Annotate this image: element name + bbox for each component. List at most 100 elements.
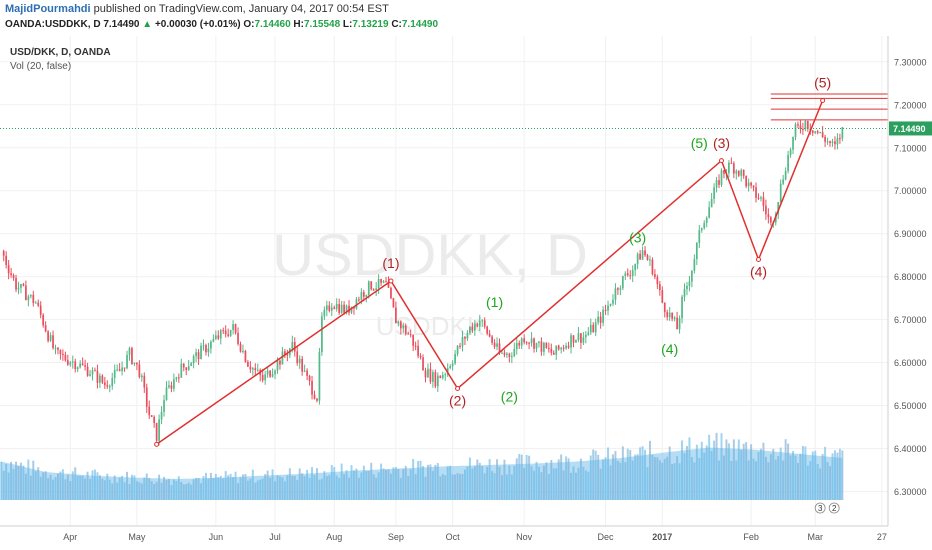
volume-bar xyxy=(377,472,380,500)
time-tick-label: Jun xyxy=(209,532,224,542)
candle-body xyxy=(414,345,417,347)
candle-body xyxy=(493,342,496,347)
candle-body xyxy=(308,375,311,382)
high-value: 7.15548 xyxy=(303,19,341,30)
volume-bar xyxy=(518,453,521,500)
volume-bar xyxy=(227,475,230,500)
candle-body xyxy=(64,354,67,361)
series-legend[interactable]: USD/DKK, D, OANDA xyxy=(10,47,111,58)
candle-body xyxy=(464,337,466,339)
change-value: +0.00030 (+0.01%) xyxy=(154,19,241,30)
volume-bar xyxy=(594,450,597,500)
volume-bar xyxy=(505,474,508,500)
volume-bar xyxy=(621,446,624,500)
candle-body xyxy=(720,170,723,185)
time-axis[interactable]: Apr May Jun Jul Aug Sep Oct Nov Dec 2017 Feb Mar 27 3… xyxy=(0,502,932,550)
volume-bar xyxy=(461,473,464,500)
candle-body xyxy=(488,333,491,337)
volume-bar xyxy=(123,482,126,500)
volume-bar xyxy=(552,468,555,500)
volume-bar xyxy=(792,451,795,500)
candle-body xyxy=(533,338,535,349)
candle-body xyxy=(25,285,27,301)
volume-bar xyxy=(574,472,577,500)
candle-body xyxy=(589,324,592,333)
volume-bar xyxy=(441,474,444,500)
candle-body xyxy=(834,141,836,145)
candle-body xyxy=(700,228,703,231)
candle-body xyxy=(498,343,501,353)
volume-bar xyxy=(616,461,619,500)
price-chart[interactable]: USDDKK, D USDDKK (1) (2) (3) (4) (5) (1) (2) (3… xyxy=(0,36,932,550)
volume-bar xyxy=(276,475,279,500)
volume-bar xyxy=(269,477,272,500)
volume-bar xyxy=(735,460,738,500)
close-label: C: xyxy=(391,19,402,30)
candle-body xyxy=(572,335,575,343)
volume-bar xyxy=(286,475,289,500)
candle-body xyxy=(313,394,316,399)
candle-body xyxy=(372,289,375,291)
candle-body xyxy=(303,370,306,372)
candle-body xyxy=(200,345,202,360)
volume-bar xyxy=(567,458,570,500)
candle-body xyxy=(293,341,296,352)
candle-body xyxy=(333,307,336,309)
candle-body xyxy=(469,326,471,333)
candle-body xyxy=(525,342,528,344)
volume-bar xyxy=(498,466,501,500)
volume-bar xyxy=(22,465,25,500)
volume-bar xyxy=(153,483,156,500)
volume-bar xyxy=(98,475,101,500)
candle-body xyxy=(582,337,585,343)
volume-bar xyxy=(619,462,622,500)
volume-bar xyxy=(611,454,614,500)
candle-body xyxy=(66,360,69,365)
candle-body xyxy=(678,318,681,330)
resistance-lines[interactable] xyxy=(770,93,897,121)
wave-count-label: (3) xyxy=(713,135,730,151)
candle-body xyxy=(831,141,834,144)
volume-bar xyxy=(207,478,210,500)
candle-body xyxy=(456,345,459,355)
volume-bar xyxy=(397,468,400,500)
volume-bar xyxy=(222,478,225,500)
volume-bar xyxy=(89,478,92,500)
candle-body xyxy=(592,324,595,333)
volume-bar xyxy=(49,474,52,500)
volume-bar xyxy=(555,468,558,500)
volume-bar xyxy=(646,467,649,500)
elliott-waves[interactable] xyxy=(154,97,826,447)
volume-bar xyxy=(357,477,360,500)
time-tick-label: 2017 xyxy=(652,532,672,542)
candle-body xyxy=(116,369,119,371)
candle-body xyxy=(286,354,289,356)
volume-bar xyxy=(387,469,390,500)
candle-body xyxy=(136,362,138,365)
volume-bar xyxy=(256,480,259,500)
watermark-symbol: USDDKK, D xyxy=(272,223,588,288)
volume-bar xyxy=(426,464,429,500)
volume-bar xyxy=(56,473,59,500)
candle-body xyxy=(284,351,286,355)
low-value: 7.13219 xyxy=(352,19,389,30)
candle-body xyxy=(126,354,128,369)
price-axis[interactable]: 7.30000 7.20000 7.10000 7.00000 6.90000 6.800… xyxy=(0,36,932,526)
low-label: L: xyxy=(342,19,353,30)
price-tick-label: 7.20000 xyxy=(894,100,927,110)
candle-body xyxy=(599,316,602,323)
volume-bar xyxy=(160,482,163,500)
volume-bar xyxy=(126,471,129,500)
candle-body xyxy=(730,162,733,164)
candle-body xyxy=(580,333,582,343)
volume-legend[interactable]: Vol (20, false) xyxy=(10,61,72,72)
author-link[interactable]: MajidPourmahdi xyxy=(5,3,91,15)
volume-bar xyxy=(713,440,716,500)
volume-bar xyxy=(320,478,323,500)
candle-body xyxy=(594,322,597,333)
candle-body xyxy=(316,398,318,401)
volume-bar xyxy=(76,475,79,500)
volume-bar xyxy=(503,459,506,500)
candle-body xyxy=(587,332,590,335)
candle-body xyxy=(513,348,516,357)
